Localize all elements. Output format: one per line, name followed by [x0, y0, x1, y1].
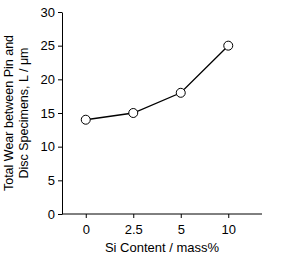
y-tick: 15 — [41, 106, 62, 121]
data-point — [129, 109, 138, 118]
x-tick: 10 — [222, 214, 236, 237]
x-tick: 0 — [83, 214, 90, 237]
y-tick: 25 — [41, 38, 62, 53]
y-tick-mark — [58, 113, 62, 114]
x-axis: 0 2.5 5 10 — [62, 214, 262, 237]
y-axis-line — [62, 13, 63, 215]
y-tick-label: 30 — [41, 5, 55, 20]
chart: 05101520253002.5510Si Content / mass%Tot… — [0, 0, 300, 260]
x-tick-mark — [228, 214, 229, 218]
x-tick-label: 0 — [83, 222, 90, 237]
y-axis-title: Disc Specimens, L / μm — [17, 47, 31, 178]
x-tick: 5 — [178, 214, 185, 237]
x-tick-mark — [181, 214, 182, 218]
y-tick-mark — [58, 180, 62, 181]
y-tick-mark — [58, 79, 62, 80]
y-axis: 0 5 10 15 20 25 30 — [41, 5, 63, 222]
x-tick-mark — [86, 214, 87, 218]
x-axis-line — [62, 214, 262, 215]
y-tick-label: 15 — [41, 106, 55, 121]
y-tick-label: 5 — [48, 173, 55, 188]
data-point — [81, 115, 90, 124]
x-axis-title: Si Content / mass% — [105, 240, 220, 255]
y-tick: 20 — [41, 72, 62, 87]
y-tick-label: 20 — [41, 72, 55, 87]
x-tick-label: 2.5 — [125, 222, 143, 237]
y-tick: 10 — [41, 139, 62, 154]
y-tick-mark — [58, 12, 62, 13]
x-tick-mark — [133, 214, 134, 218]
y-tick-mark — [58, 46, 62, 47]
y-tick-mark — [58, 147, 62, 148]
y-tick-label: 25 — [41, 38, 55, 53]
data-point — [176, 88, 185, 97]
x-tick-label: 5 — [178, 222, 185, 237]
data-point — [224, 41, 233, 50]
plot-area — [81, 41, 233, 124]
y-tick-label: 10 — [41, 139, 55, 154]
y-tick: 0 — [48, 207, 62, 222]
data-line — [86, 46, 229, 120]
y-tick-mark — [58, 214, 62, 215]
y-tick-label: 0 — [48, 207, 55, 222]
y-tick: 5 — [48, 173, 62, 188]
x-tick-label: 10 — [222, 222, 236, 237]
x-tick: 2.5 — [125, 214, 143, 237]
y-tick: 30 — [41, 5, 62, 20]
y-axis-title: Total Wear between Pin and — [2, 35, 16, 191]
